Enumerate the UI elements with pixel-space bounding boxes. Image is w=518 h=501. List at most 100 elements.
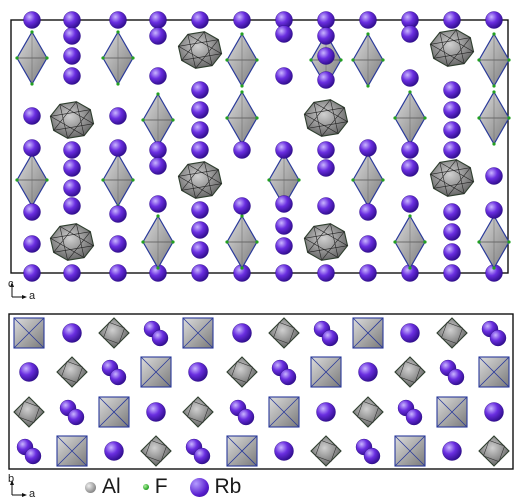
rb-atom <box>63 141 81 159</box>
rb-atom <box>363 447 381 465</box>
rb-atom <box>443 101 461 119</box>
rb-atom <box>316 402 336 422</box>
rb-atom <box>275 264 293 282</box>
alf6-octahedron <box>101 152 135 208</box>
top-view-structure <box>15 11 511 282</box>
rb-atom <box>400 323 420 343</box>
rb-atom <box>191 201 209 219</box>
unit-cell-frame-top <box>10 19 509 274</box>
rb-atom <box>447 368 465 386</box>
disordered-polyhedron <box>49 223 95 261</box>
alf6-octahedron <box>15 30 49 86</box>
rb-atom <box>62 323 82 343</box>
rb-atom <box>63 264 81 282</box>
rb-atom <box>359 139 377 157</box>
bottom-view-structure <box>13 317 510 467</box>
rb-atom <box>23 235 41 253</box>
rb-atom <box>237 408 255 426</box>
alf6-octahedron <box>141 92 175 148</box>
rb-atom <box>443 243 461 261</box>
disordered-polyhedron-projection <box>352 396 384 428</box>
alf6-octahedron <box>477 214 511 270</box>
alf6-octahedron-projection <box>436 396 468 428</box>
disordered-polyhedron <box>429 29 475 67</box>
rb-atom <box>19 362 39 382</box>
rb-atom <box>279 368 297 386</box>
rb-atom <box>443 141 461 159</box>
alf6-octahedron <box>15 152 49 208</box>
rb-atom <box>23 203 41 221</box>
rb-atom <box>443 121 461 139</box>
rb-atom <box>275 141 293 159</box>
rb-atom <box>317 264 335 282</box>
rb-atom <box>23 139 41 157</box>
disordered-polyhedron-projection <box>310 435 342 467</box>
rb-atom <box>63 159 81 177</box>
disordered-polyhedron-projection <box>140 435 172 467</box>
f-atom-icon <box>142 484 149 490</box>
rb-atom <box>149 195 167 213</box>
rb-atom <box>359 235 377 253</box>
rb-atom <box>24 447 42 465</box>
axis-label-a-top: a <box>29 290 36 302</box>
rb-atom <box>485 11 503 29</box>
rb-atom <box>484 402 504 422</box>
disordered-polyhedron <box>429 159 475 197</box>
rb-atom <box>232 323 252 343</box>
rb-atom <box>63 197 81 215</box>
rb-atom <box>359 11 377 29</box>
rb-atom <box>188 362 208 382</box>
rb-atom <box>233 197 251 215</box>
rb-atom <box>109 235 127 253</box>
disordered-polyhedron-projection <box>98 317 130 349</box>
rb-atom <box>109 139 127 157</box>
disordered-polyhedron-projection <box>13 396 45 428</box>
alf6-octahedron-projection <box>182 317 214 349</box>
legend-item-al: Al <box>85 475 121 499</box>
rb-atom <box>401 159 419 177</box>
rb-atom <box>23 11 41 29</box>
disordered-polyhedron <box>303 223 349 261</box>
alf6-octahedron <box>225 214 259 270</box>
rb-atom <box>275 217 293 235</box>
rb-atom <box>149 157 167 175</box>
rb-atom <box>109 205 127 223</box>
unit-cell-frame-bottom <box>8 313 514 470</box>
rb-atom <box>149 11 167 29</box>
disordered-polyhedron <box>177 161 223 199</box>
rb-atom <box>443 11 461 29</box>
rb-atom <box>321 329 339 347</box>
alf6-octahedron-projection <box>13 317 45 349</box>
rb-atom <box>317 141 335 159</box>
legend-label-f: F <box>154 475 168 498</box>
rb-atom <box>109 264 127 282</box>
rb-atom <box>317 159 335 177</box>
axis-label-c: c <box>8 278 14 290</box>
rb-atom <box>485 167 503 185</box>
rb-atom <box>109 11 127 29</box>
rb-atom <box>191 81 209 99</box>
rb-atom <box>23 264 41 282</box>
rb-atom <box>191 241 209 259</box>
legend-label-al: Al <box>102 475 121 498</box>
alf6-octahedron <box>393 214 427 270</box>
disordered-polyhedron-projection <box>394 356 426 388</box>
rb-atom <box>443 203 461 221</box>
disordered-polyhedron-projection <box>56 356 88 388</box>
alf6-octahedron <box>477 90 511 146</box>
rb-atom <box>317 47 335 65</box>
rb-atom <box>191 101 209 119</box>
rb-atom <box>63 27 81 45</box>
alf6-octahedron <box>141 214 175 270</box>
alf6-octahedron <box>351 152 385 208</box>
alf6-octahedron-projection <box>140 356 172 388</box>
rb-atom <box>275 237 293 255</box>
rb-atom <box>233 11 251 29</box>
rb-atom <box>275 25 293 43</box>
rb-atom <box>151 329 169 347</box>
legend-item-rb: Rb <box>189 475 241 499</box>
rb-atom <box>191 121 209 139</box>
axis-indicator-bottom <box>10 480 27 497</box>
rb-atom <box>443 81 461 99</box>
